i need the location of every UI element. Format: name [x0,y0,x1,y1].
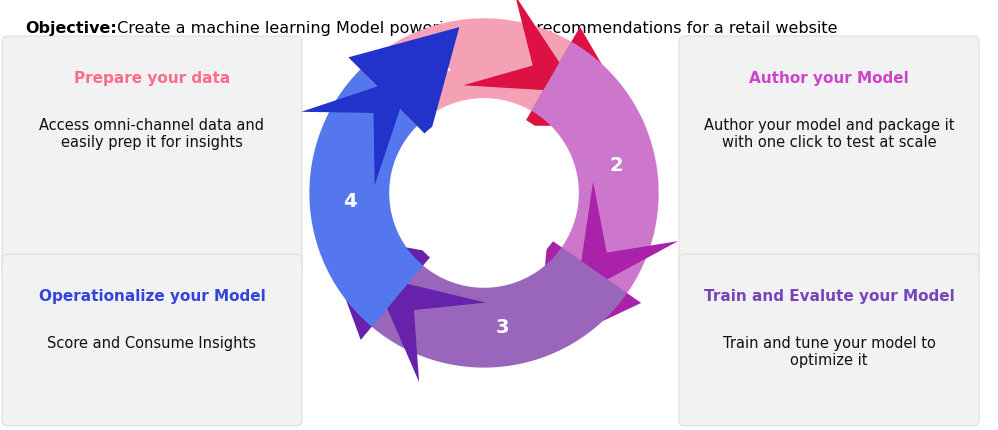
Text: Train and Evalute your Model: Train and Evalute your Model [704,289,954,303]
FancyBboxPatch shape [2,255,302,426]
Polygon shape [576,182,678,297]
Polygon shape [301,76,411,186]
Polygon shape [321,233,434,340]
Text: Operationalize your Model: Operationalize your Model [39,289,265,303]
Text: Train and tune your model to
optimize it: Train and tune your model to optimize it [723,335,935,368]
Text: Author your Model: Author your Model [749,71,909,86]
Polygon shape [325,19,571,154]
Text: Objective:: Objective: [25,21,117,36]
Polygon shape [348,28,459,139]
Polygon shape [531,43,659,293]
Polygon shape [309,70,423,327]
Text: Author your model and package it
with one click to test at scale: Author your model and package it with on… [704,118,954,150]
Text: Access omni-channel data and
easily prep it for insights: Access omni-channel data and easily prep… [40,118,264,150]
FancyBboxPatch shape [679,255,979,426]
Polygon shape [373,276,486,382]
Text: 4: 4 [342,191,356,210]
Polygon shape [463,0,579,93]
Text: 3: 3 [496,317,510,336]
Text: Create a machine learning Model powering product recommendations for a retail we: Create a machine learning Model powering… [112,21,837,36]
Polygon shape [523,28,638,127]
Text: 1: 1 [438,55,451,74]
Polygon shape [537,238,641,352]
Text: Score and Consume Insights: Score and Consume Insights [48,335,256,350]
Text: 2: 2 [609,156,623,175]
Text: Prepare your data: Prepare your data [74,71,231,86]
Polygon shape [372,248,627,368]
Circle shape [400,110,568,277]
FancyBboxPatch shape [2,37,302,278]
FancyBboxPatch shape [679,37,979,278]
